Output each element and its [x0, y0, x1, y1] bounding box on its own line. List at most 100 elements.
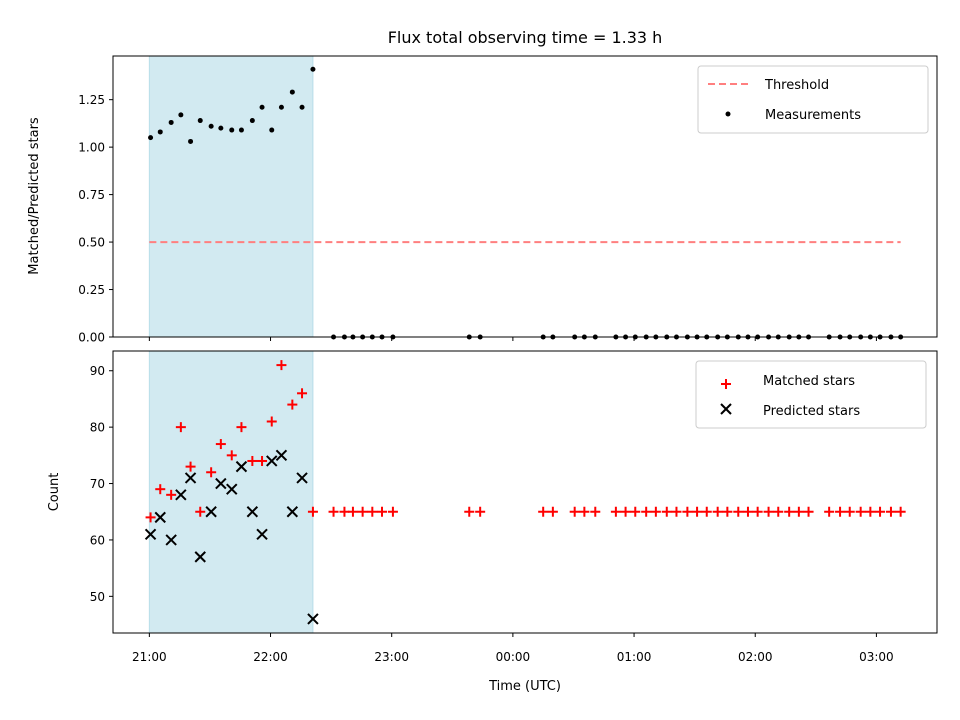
matched-star-point	[784, 506, 795, 517]
matched-star-point	[387, 506, 398, 517]
matched-star-point	[692, 506, 703, 517]
matched-star-point	[328, 506, 339, 517]
legend-predicted-label: Predicted stars	[763, 404, 860, 419]
matched-star-point	[733, 506, 744, 517]
matched-star-point	[297, 388, 308, 399]
matched-star-point	[671, 506, 682, 517]
predicted-star-point	[194, 551, 206, 563]
matched-star-point	[620, 506, 631, 517]
predicted-star-point	[226, 483, 238, 495]
top-plot-area	[148, 55, 904, 340]
matched-star-point	[682, 506, 693, 517]
y-tick-label: 90	[90, 364, 105, 378]
matched-star-point	[155, 484, 166, 495]
matched-star-point	[701, 506, 712, 517]
bottom-axes-frame	[112, 350, 938, 634]
matched-star-point	[610, 506, 621, 517]
x-tick-label: 21:00	[132, 650, 167, 664]
measurement-point	[197, 118, 203, 124]
matched-star-point	[185, 461, 196, 472]
matched-star-point	[547, 506, 558, 517]
bottom-x-ticks: 21:00 22:00 23:00 00:00 01:00 02:00 03:00	[132, 633, 894, 664]
predicted-star-point	[205, 506, 217, 518]
bottom-legend: Matched stars Predicted stars	[695, 360, 927, 429]
measurement-point	[168, 119, 174, 125]
y-tick-label: 1.25	[78, 93, 105, 107]
predicted-star-point	[235, 460, 248, 473]
matched-star-point	[464, 506, 475, 517]
matched-star-point	[712, 506, 723, 517]
matched-star-point	[367, 506, 378, 517]
measurement-point	[157, 129, 163, 135]
x-tick-label: 23:00	[374, 650, 409, 664]
matched-star-point	[855, 506, 866, 517]
top-legend-box	[697, 65, 929, 134]
y-tick-label: 50	[90, 590, 105, 604]
matched-star-point	[175, 422, 186, 433]
legend-matched-swatch	[721, 379, 731, 389]
measurement-point	[289, 89, 295, 95]
chart-title: Flux total observing time = 1.33 h	[388, 28, 663, 47]
matched-star-point	[377, 506, 388, 517]
matched-star-point	[803, 506, 814, 517]
measurement-point	[299, 104, 305, 110]
matched-star-point	[875, 506, 886, 517]
measurement-point	[188, 138, 194, 144]
predicted-star-point	[175, 489, 187, 501]
measurement-point	[229, 127, 235, 133]
matched-star-point	[722, 506, 733, 517]
measurement-point	[259, 104, 265, 110]
bottom-shaded-interval	[148, 350, 314, 634]
y-tick-label: 60	[90, 533, 105, 547]
matched-star-point	[630, 506, 641, 517]
matched-star-point	[215, 439, 226, 450]
matched-star-point	[145, 512, 156, 523]
matched-star-point	[773, 506, 784, 517]
bottom-plot-area	[144, 350, 906, 634]
legend-matched-label: Matched stars	[763, 374, 855, 389]
top-legend: Threshold Measurements	[697, 65, 929, 134]
matched-star-point	[166, 489, 177, 500]
bottom-y-axis-label: Count	[47, 473, 62, 512]
matched-star-point	[266, 416, 277, 427]
y-tick-label: 0.50	[78, 236, 105, 250]
predicted-star-point	[246, 506, 259, 518]
matched-star-point	[195, 506, 206, 517]
predicted-star-point	[256, 528, 268, 541]
top-y-ticks: 0.00 0.25 0.50 0.75 1.00 1.25	[78, 93, 113, 345]
matched-star-point	[339, 506, 350, 517]
x-tick-label: 01:00	[617, 650, 652, 664]
top-axes-frame	[112, 55, 938, 338]
predicted-star-point	[307, 613, 319, 625]
bottom-legend-box	[695, 360, 927, 429]
measurement-point	[249, 118, 255, 124]
matched-star-point	[661, 506, 672, 517]
legend-threshold-label: Threshold	[764, 78, 829, 93]
matched-star-point	[885, 506, 896, 517]
matched-star-point	[236, 422, 247, 433]
measurement-point	[208, 123, 214, 129]
predicted-star-point	[286, 506, 299, 518]
y-tick-label: 80	[90, 421, 105, 435]
legend-measurements-label: Measurements	[765, 108, 861, 123]
legend-predicted-swatch	[720, 403, 732, 415]
y-tick-label: 1.00	[78, 141, 105, 155]
matched-star-point	[307, 506, 318, 517]
x-tick-label: 02:00	[738, 650, 773, 664]
bottom-panel: 50 60 70 80 90 21:00 22:00 23:00 00:00 01:00 02:0…	[47, 350, 938, 694]
matched-star-point	[824, 506, 835, 517]
y-tick-label: 70	[90, 477, 105, 491]
legend-measurements-swatch	[725, 111, 731, 117]
matched-star-point	[206, 467, 217, 478]
measurement-point	[238, 127, 244, 133]
predicted-star-point	[184, 472, 197, 484]
predicted-star-point	[275, 449, 288, 462]
measurement-point	[148, 135, 154, 141]
predicted-star-point	[266, 455, 278, 467]
matched-star-point	[226, 450, 237, 461]
matched-star-point	[835, 506, 846, 517]
matched-star-point	[641, 506, 652, 517]
matched-star-point	[865, 506, 876, 517]
x-tick-label: 00:00	[496, 650, 531, 664]
matched-star-point	[650, 506, 661, 517]
